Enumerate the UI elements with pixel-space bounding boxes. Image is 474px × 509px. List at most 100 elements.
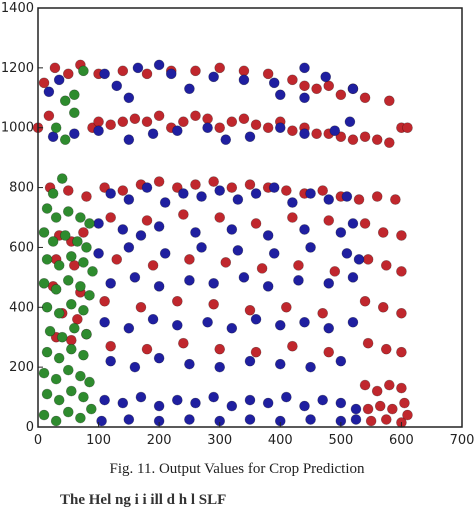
data-point-0 — [208, 176, 219, 187]
x-tick-label: 200 — [147, 433, 172, 448]
y-tick-label: 1400 — [1, 1, 34, 16]
data-point-1 — [299, 316, 310, 328]
data-point-0 — [172, 295, 183, 307]
data-point-2 — [66, 298, 77, 310]
scatter-chart: 0 100 200 300 400 500 600 700 0 200 400 600 800 1000… — [1, 1, 474, 448]
data-point-2 — [47, 188, 59, 199]
data-point-0 — [317, 185, 328, 196]
data-point-1 — [208, 71, 219, 83]
data-point-1 — [93, 125, 104, 137]
data-point-1 — [99, 394, 110, 406]
data-point-1 — [141, 182, 153, 193]
data-point-0 — [141, 343, 153, 355]
data-point-0 — [99, 295, 110, 307]
data-point-1 — [274, 319, 286, 331]
data-point-1 — [335, 397, 347, 409]
data-point-2 — [81, 242, 92, 253]
data-point-1 — [220, 134, 232, 145]
data-point-0 — [226, 116, 238, 128]
data-point-0 — [129, 113, 141, 125]
data-point-0 — [396, 307, 407, 319]
data-point-1 — [165, 68, 177, 80]
data-point-0 — [141, 215, 153, 226]
data-point-1 — [129, 272, 141, 283]
data-point-1 — [47, 131, 59, 142]
plot-frame — [37, 7, 463, 428]
data-point-1 — [323, 194, 335, 205]
data-point-1 — [53, 74, 65, 86]
data-point-2 — [66, 343, 77, 355]
data-point-1 — [214, 185, 226, 196]
data-point-2 — [50, 284, 62, 295]
data-point-1 — [244, 355, 256, 367]
data-point-1 — [347, 272, 359, 283]
data-point-0 — [362, 337, 374, 349]
data-point-1 — [341, 248, 353, 259]
y-tick-label: 1200 — [1, 61, 34, 76]
y-tick-label: 0 — [26, 420, 34, 435]
data-point-1 — [262, 397, 274, 409]
data-point-0 — [402, 409, 413, 421]
data-point-0 — [311, 128, 322, 139]
data-point-2 — [41, 203, 53, 214]
x-tick-label: 500 — [328, 433, 353, 448]
data-point-1 — [299, 92, 310, 104]
data-point-1 — [274, 122, 286, 134]
data-point-1 — [123, 242, 135, 253]
data-point-1 — [268, 248, 280, 259]
data-point-2 — [41, 254, 53, 265]
data-point-1 — [123, 92, 135, 104]
data-point-2 — [75, 370, 86, 382]
data-point-0 — [281, 185, 292, 196]
data-point-2 — [84, 218, 95, 229]
data-point-1 — [250, 188, 262, 199]
data-point-0 — [141, 68, 153, 80]
data-point-0 — [250, 218, 262, 229]
data-point-0 — [323, 80, 335, 92]
data-point-1 — [43, 86, 55, 98]
data-point-0 — [329, 266, 341, 277]
data-point-0 — [250, 119, 262, 131]
data-point-1 — [117, 224, 129, 235]
data-point-1 — [293, 275, 304, 286]
data-point-2 — [50, 415, 62, 427]
data-point-1 — [238, 272, 250, 283]
data-point-2 — [59, 230, 71, 241]
data-point-0 — [287, 340, 298, 352]
data-point-1 — [268, 77, 280, 89]
data-point-2 — [87, 266, 98, 277]
data-point-2 — [56, 331, 68, 343]
data-point-0 — [250, 346, 262, 358]
data-point-1 — [323, 278, 335, 289]
data-point-2 — [62, 364, 74, 376]
x-tick-label: 100 — [86, 433, 111, 448]
data-point-1 — [123, 134, 135, 145]
data-point-1 — [184, 83, 195, 95]
data-point-2 — [41, 346, 53, 358]
data-point-1 — [238, 74, 250, 86]
data-point-1 — [329, 125, 341, 137]
data-point-0 — [365, 415, 377, 427]
data-point-1 — [147, 128, 159, 139]
data-point-1 — [232, 194, 244, 205]
data-point-1 — [287, 197, 298, 208]
data-point-0 — [396, 230, 407, 241]
data-point-1 — [335, 227, 347, 238]
data-point-1 — [347, 218, 359, 229]
data-point-1 — [132, 62, 144, 74]
data-point-2 — [62, 275, 74, 286]
data-point-2 — [47, 236, 59, 247]
y-tick-label: 1000 — [1, 121, 34, 136]
data-point-2 — [53, 394, 65, 406]
data-point-1 — [323, 322, 335, 334]
data-point-1 — [172, 125, 183, 137]
data-point-2 — [84, 290, 95, 301]
data-point-0 — [323, 346, 335, 358]
data-point-2 — [78, 65, 89, 77]
data-point-1 — [244, 131, 256, 142]
data-point-1 — [69, 128, 80, 139]
data-point-0 — [81, 191, 92, 202]
data-point-0 — [62, 68, 74, 80]
data-point-0 — [396, 382, 407, 394]
data-point-1 — [226, 400, 238, 412]
